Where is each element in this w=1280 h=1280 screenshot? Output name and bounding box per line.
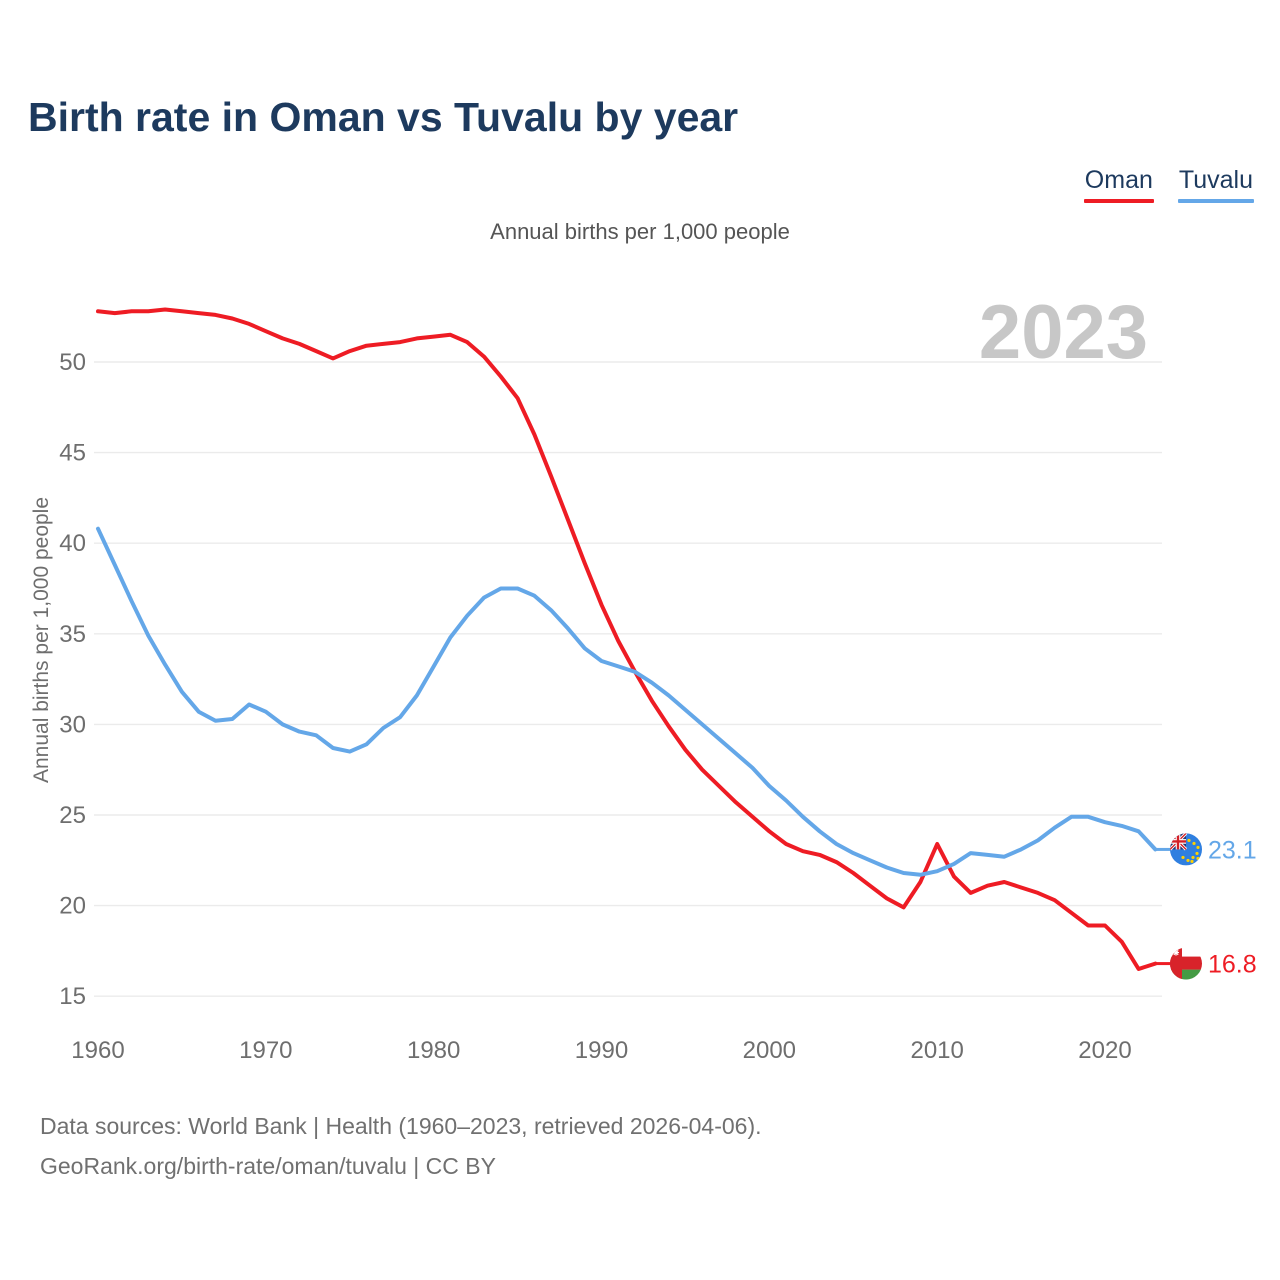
x-tick-1960: 1960 bbox=[71, 1037, 124, 1064]
oman-flag-icon bbox=[1170, 947, 1202, 980]
end-value-tuvalu: 23.1 bbox=[1208, 836, 1257, 864]
x-tick-1970: 1970 bbox=[239, 1037, 292, 1064]
x-tick-1990: 1990 bbox=[575, 1037, 628, 1064]
y-tick-15: 15 bbox=[59, 983, 86, 1010]
x-tick-2020: 2020 bbox=[1078, 1037, 1131, 1064]
source-line-2: GeoRank.org/birth-rate/oman/tuvalu | CC … bbox=[40, 1153, 496, 1179]
y-tick-45: 45 bbox=[59, 440, 86, 467]
legend-label-oman: Oman bbox=[1084, 166, 1153, 194]
y-tick-25: 25 bbox=[59, 802, 86, 829]
source-note: Data sources: World Bank | Health (1960–… bbox=[40, 1106, 762, 1186]
source-line-1: Data sources: World Bank | Health (1960–… bbox=[40, 1113, 762, 1139]
series-line-tuvalu[interactable] bbox=[96, 526, 1158, 877]
legend: Oman Tuvalu bbox=[1083, 166, 1254, 203]
y-tick-40: 40 bbox=[59, 530, 86, 557]
y-axis-title: Annual births per 1,000 people bbox=[30, 497, 53, 783]
page-title: Birth rate in Oman vs Tuvalu by year bbox=[28, 94, 739, 140]
legend-item-tuvalu[interactable]: Tuvalu bbox=[1177, 166, 1254, 203]
series-line-oman[interactable] bbox=[96, 307, 1158, 971]
legend-color-bar-oman bbox=[1083, 199, 1154, 203]
end-value-oman: 16.8 bbox=[1208, 951, 1257, 979]
legend-color-bar-tuvalu bbox=[1177, 199, 1254, 203]
y-tick-35: 35 bbox=[59, 621, 86, 648]
tuvalu-flag-icon bbox=[1170, 833, 1202, 866]
chart-subtitle: Annual births per 1,000 people bbox=[490, 219, 790, 244]
x-tick-2000: 2000 bbox=[743, 1037, 796, 1064]
legend-item-oman[interactable]: Oman bbox=[1083, 166, 1154, 203]
y-tick-20: 20 bbox=[59, 893, 86, 920]
watermark-year: 2023 bbox=[979, 290, 1148, 375]
legend-label-tuvalu: Tuvalu bbox=[1178, 166, 1253, 194]
y-tick-50: 50 bbox=[59, 349, 86, 376]
x-tick-1980: 1980 bbox=[407, 1037, 460, 1064]
x-tick-2010: 2010 bbox=[910, 1037, 963, 1064]
y-tick-30: 30 bbox=[59, 711, 86, 738]
